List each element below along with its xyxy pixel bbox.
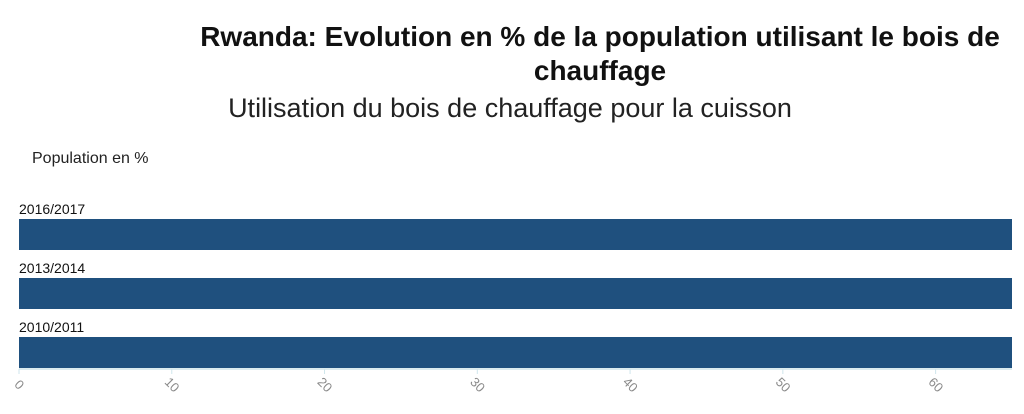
chart-subtitle: Utilisation du bois de chauffage pour la… (228, 93, 792, 123)
bar (19, 278, 1012, 309)
category-label: 2016/2017 (19, 201, 85, 217)
x-tick-label: 50 (773, 374, 794, 395)
bar (19, 337, 1012, 368)
x-tick-label: 60 (926, 374, 947, 395)
x-tick-label: 40 (620, 374, 641, 395)
x-tick-label: 30 (467, 374, 488, 395)
x-tick-label: 20 (314, 374, 335, 395)
x-tick-label: 0 (11, 377, 27, 393)
bar (19, 219, 1012, 250)
x-tick-label: 10 (162, 374, 183, 395)
category-label: 2013/2014 (19, 260, 85, 276)
y-axis-label: Population en % (32, 150, 149, 167)
category-label: 2010/2011 (19, 319, 84, 335)
chart-title: Rwanda: Evolution en % de la population … (200, 21, 1000, 86)
